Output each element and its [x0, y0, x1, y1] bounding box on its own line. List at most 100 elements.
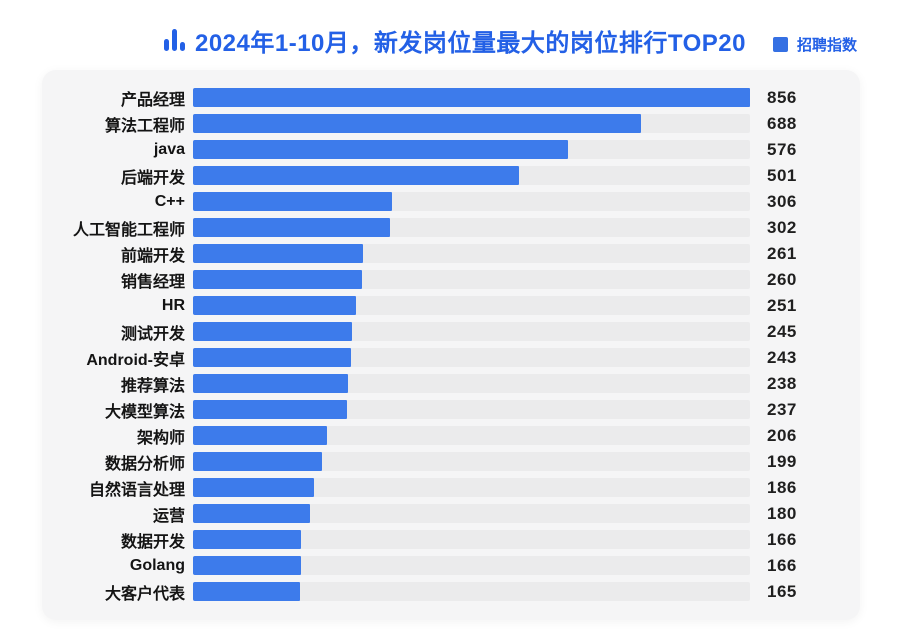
bar-track [193, 478, 750, 497]
chart-header: 2024年1-10月，新发岗位量最大的岗位排行TOP20 招聘指数 [0, 0, 910, 58]
bar-track [193, 244, 750, 263]
bar [193, 426, 328, 445]
bar-track [193, 218, 750, 237]
chart-card: 产品经理 856 算法工程师 688 java 576 后端开发 501 C++ 306 人工智能工… [42, 70, 860, 620]
bar-value: 199 [767, 451, 797, 471]
bar-label: 人工智能工程师 [72, 221, 185, 239]
bar-value: 166 [767, 529, 797, 549]
bar [193, 296, 357, 315]
bar-row: 产品经理 856 [42, 87, 860, 109]
bar-row: 架构师 206 [42, 425, 860, 447]
bar [193, 322, 353, 341]
bar [193, 374, 348, 393]
bar [193, 400, 348, 419]
bar-label: 数据开发 [120, 533, 185, 551]
bar-label: 大模型算法 [104, 403, 185, 421]
bar-value: 261 [767, 243, 797, 263]
bar-label: C++ [154, 192, 185, 210]
bar-track [193, 140, 750, 159]
bar-row: 算法工程师 688 [42, 113, 860, 135]
bar-value: 306 [767, 191, 797, 211]
bar [193, 192, 393, 211]
legend-swatch [772, 37, 788, 52]
bar-row: 自然语言处理 186 [42, 477, 860, 499]
bar-label: 大客户代表 [104, 585, 185, 603]
bar-row: 大模型算法 237 [42, 399, 860, 421]
bar-value: 260 [767, 269, 797, 289]
bar-row: 运营 180 [42, 503, 860, 525]
bar-label: 自然语言处理 [88, 481, 185, 499]
bar [193, 582, 301, 601]
bar-track [193, 504, 750, 523]
bar-track [193, 166, 750, 185]
bar [193, 530, 302, 549]
bar-track [193, 296, 750, 315]
bar-label: 产品经理 [120, 91, 185, 109]
bar [193, 88, 750, 107]
bar [193, 218, 390, 237]
bar-row: Golang 166 [42, 556, 860, 575]
title-row: 2024年1-10月，新发岗位量最大的岗位排行TOP20 [0, 22, 910, 58]
bar-row: 推荐算法 238 [42, 374, 860, 395]
bar-label: 数据分析师 [104, 455, 185, 473]
bar [193, 504, 311, 523]
bar-track [193, 452, 750, 471]
bar [193, 270, 363, 289]
bar-value: 166 [767, 555, 797, 575]
bar-row: 大客户代表 165 [42, 581, 860, 603]
bar [193, 140, 568, 159]
bar-label: 销售经理 [120, 273, 185, 291]
bar-chart-icon [163, 29, 185, 51]
bar-track [193, 322, 750, 341]
bar-label: 推荐算法 [120, 377, 185, 395]
bar-label: Golang [129, 556, 185, 574]
bar-row: java 576 [42, 140, 860, 159]
bar-value: 180 [767, 503, 797, 523]
bar-label: HR [161, 296, 185, 314]
bar-track [193, 400, 750, 419]
bar-value: 688 [767, 113, 797, 133]
bar-value: 501 [767, 165, 797, 185]
bar-value: 302 [767, 217, 797, 237]
bar-track [193, 88, 750, 107]
bar-label: 后端开发 [120, 169, 185, 187]
bar-row: 数据开发 166 [42, 529, 860, 551]
bar-label: Android-安卓 [86, 351, 185, 369]
bar-track [193, 348, 750, 367]
bar-value: 245 [767, 321, 797, 341]
legend-label: 招聘指数 [796, 37, 857, 54]
bar-track [193, 192, 750, 211]
bar-row: 前端开发 261 [42, 243, 860, 265]
bar-value: 206 [767, 425, 797, 445]
bar-value: 243 [767, 347, 797, 367]
bar [193, 166, 519, 185]
bar-label: 测试开发 [120, 325, 185, 343]
bar-chart: 产品经理 856 算法工程师 688 java 576 后端开发 501 C++ 306 人工智能工… [42, 87, 860, 603]
bar-value: 186 [767, 477, 797, 497]
bar-value: 856 [767, 87, 797, 107]
bar-row: HR 251 [42, 296, 860, 315]
bar-value: 251 [767, 295, 797, 315]
bar-label: 运营 [152, 507, 185, 525]
bar-row: 数据分析师 199 [42, 451, 860, 473]
bar-track [193, 556, 750, 575]
bar-row: 销售经理 260 [42, 269, 860, 291]
bar-label: java [153, 140, 185, 158]
bar-track [193, 426, 750, 445]
bar-row: 后端开发 501 [42, 165, 860, 187]
bar [193, 244, 363, 263]
bar [193, 478, 315, 497]
bar [193, 114, 641, 133]
bar-row: Android-安卓 243 [42, 347, 860, 369]
bar-label: 前端开发 [120, 247, 185, 265]
bar [193, 348, 352, 367]
bar-row: 测试开发 245 [42, 321, 860, 343]
bar-label: 算法工程师 [104, 117, 185, 135]
bar-row: 人工智能工程师 302 [42, 217, 860, 239]
bar-track [193, 582, 750, 601]
bar-value: 165 [767, 581, 797, 601]
legend: 招聘指数 [772, 34, 857, 55]
bar-value: 237 [767, 399, 797, 419]
bar-track [193, 270, 750, 289]
bar-row: C++ 306 [42, 192, 860, 211]
